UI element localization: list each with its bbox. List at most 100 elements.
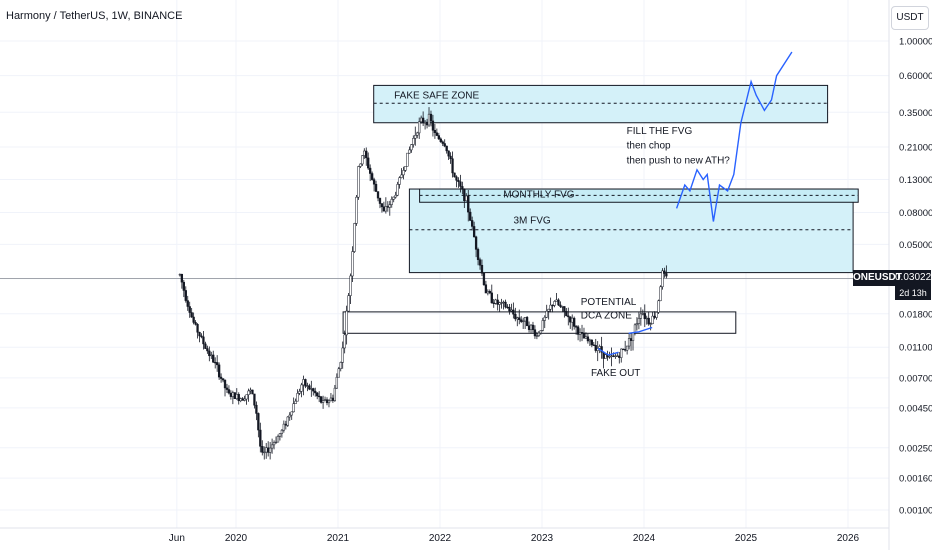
candle-body [433,130,437,134]
candle-body [420,117,423,123]
candle-body [310,388,313,390]
y-tick-label: 0.01800 [899,309,932,320]
candle-body [627,338,631,347]
annotation-label: FILL THE FVG [627,126,693,137]
x-tick-label: 2026 [837,533,860,544]
candle-body [253,393,256,406]
candle-body [490,292,493,304]
candle-body [484,284,488,294]
candle-body [604,354,607,359]
candle-body [194,322,197,325]
candle-body [398,177,401,185]
candle-body [637,317,641,324]
candle-body [263,451,266,454]
candle-body [312,388,315,392]
candle-body [280,429,284,434]
candle-body [272,442,276,446]
candle-body [527,325,531,330]
candle-body [396,184,399,196]
candle-body [573,317,576,327]
candle-body [353,223,356,252]
candle-body [274,441,278,444]
candle-countdown: 2d 13h [895,286,931,300]
candle-body [612,355,615,357]
candle-body [219,376,223,379]
candle-body [482,272,486,285]
candle-body [331,397,335,401]
candle-body [478,259,482,266]
candle-body [261,446,264,453]
candle-body [518,317,521,321]
candle-body [567,315,570,318]
candle-body [496,299,499,305]
candle-body [608,356,611,358]
candle-body [370,173,374,180]
candle-body [402,170,405,176]
candle-body [412,138,415,145]
y-tick-label: 0.35000 [899,108,932,119]
candle-body [347,295,350,312]
x-tick-label: 2024 [633,533,656,544]
candle-body [288,414,291,418]
candle-body [265,447,268,453]
candle-body [229,392,233,397]
candle-body [321,400,325,403]
candle-body [206,348,209,352]
candle-body [629,338,633,341]
candle-body [351,251,354,277]
candle-body [329,397,333,402]
candle-body [557,299,560,306]
candle-body [343,334,346,349]
candle-body [494,299,497,304]
currency-unit-button[interactable]: USDT [891,6,929,30]
candle-body [386,206,389,208]
candle-body [202,336,205,345]
candle-body [392,196,395,200]
candle-body [255,404,258,414]
candle-body [529,324,533,330]
candle-body [267,447,270,453]
candle-body [543,316,546,321]
candle-body [541,320,544,331]
candle-body [418,121,421,134]
candle-body [435,132,439,136]
candle-body [372,179,376,185]
candle-body [278,433,282,437]
candle-body [431,120,435,131]
candle-body [514,313,517,320]
y-tick-label: 1.00000 [899,37,932,48]
candle-body [512,309,515,315]
candle-body [561,306,564,308]
y-tick-label: 0.05000 [899,240,932,251]
candle-body [492,302,495,304]
candle-body [376,191,380,199]
zone-label: MONTHLY FVG [503,189,575,200]
annotation-label: POTENTIAL [581,297,637,308]
candle-body [463,189,466,202]
candle-body [535,335,539,337]
candle-body [355,196,358,224]
last-price-value: 0.03022 [895,272,932,283]
candle-body [586,336,590,342]
candle-body [216,362,219,366]
candle-body [367,157,370,169]
candle-body [223,379,227,389]
candle-body [480,264,484,274]
candle-body [284,423,287,426]
candle-body [649,323,652,325]
candle-body [247,390,250,395]
candle-body [594,345,597,351]
candle-body [616,355,619,357]
candle-body [316,392,319,397]
candle-body [416,132,419,136]
candle-body [459,181,462,187]
candle-body [341,347,344,363]
candle-body [555,299,558,302]
candle-body [208,350,211,357]
candle-body [525,317,529,327]
zone-box-fake-safe-zone [373,84,829,124]
candle-body [553,301,556,306]
candle-body [465,195,468,202]
candle-body [359,163,362,167]
